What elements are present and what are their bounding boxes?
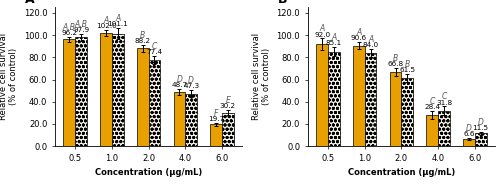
Text: D: D [466, 124, 472, 133]
Y-axis label: Relative cell survival
(% of control): Relative cell survival (% of control) [252, 33, 271, 120]
Text: 92.0: 92.0 [314, 32, 330, 38]
Bar [186, 94, 197, 146]
Text: B: B [278, 0, 287, 6]
Bar [328, 52, 340, 146]
Bar [390, 72, 402, 146]
Text: B: B [393, 54, 398, 63]
Bar [222, 113, 234, 146]
Text: A: A [356, 28, 362, 37]
Text: 77.4: 77.4 [146, 49, 162, 56]
Text: A,B: A,B [74, 20, 88, 29]
Text: 6.6: 6.6 [463, 131, 474, 137]
Text: A,B: A,B [63, 23, 76, 32]
Text: E: E [226, 96, 230, 105]
Bar [64, 39, 75, 146]
Text: 31.8: 31.8 [436, 100, 452, 105]
Text: B: B [140, 31, 145, 40]
Text: A: A [331, 33, 336, 42]
X-axis label: Concentration (μg/mL): Concentration (μg/mL) [95, 168, 202, 177]
Text: A: A [368, 35, 373, 44]
Bar [475, 133, 486, 146]
Text: C: C [442, 92, 446, 101]
Text: 61.5: 61.5 [399, 67, 415, 73]
Bar [364, 53, 376, 146]
Text: A: A [25, 0, 34, 6]
Text: 101.1: 101.1 [108, 21, 128, 28]
Text: 97.9: 97.9 [73, 27, 89, 33]
Bar [137, 48, 148, 146]
Text: 47.3: 47.3 [183, 83, 200, 89]
Text: 30.2: 30.2 [220, 103, 236, 109]
Bar [100, 33, 112, 146]
Text: 11.5: 11.5 [472, 125, 488, 131]
Text: C: C [152, 42, 157, 51]
Text: D: D [176, 75, 182, 84]
Bar [426, 115, 438, 146]
Text: D: D [188, 76, 194, 85]
Text: 28.4: 28.4 [424, 104, 440, 110]
Text: 19.7: 19.7 [208, 116, 224, 122]
Text: 88.2: 88.2 [134, 38, 151, 44]
Bar [75, 38, 87, 146]
Text: A: A [115, 14, 120, 23]
Text: 84.0: 84.0 [362, 42, 378, 48]
X-axis label: Concentration (μg/mL): Concentration (μg/mL) [348, 168, 455, 177]
Bar [402, 78, 413, 146]
Text: F: F [214, 109, 218, 118]
Bar [174, 92, 186, 146]
Bar [210, 124, 222, 146]
Bar [148, 60, 160, 146]
Bar [353, 46, 364, 146]
Text: D: D [478, 118, 484, 127]
Bar [316, 44, 328, 146]
Text: 48.7: 48.7 [172, 83, 188, 88]
Text: 90.6: 90.6 [350, 35, 367, 41]
Text: C: C [430, 97, 435, 106]
Text: 85.1: 85.1 [326, 40, 342, 46]
Text: 96.2: 96.2 [62, 30, 78, 36]
Text: A: A [104, 16, 108, 25]
Text: A: A [320, 24, 324, 33]
Bar [463, 139, 475, 146]
Bar [112, 34, 124, 146]
Bar [438, 111, 450, 146]
Text: 66.8: 66.8 [388, 61, 404, 67]
Y-axis label: Relative cell survival
(% of control): Relative cell survival (% of control) [0, 33, 18, 120]
Text: B: B [404, 60, 410, 69]
Text: 102.0: 102.0 [96, 23, 116, 29]
